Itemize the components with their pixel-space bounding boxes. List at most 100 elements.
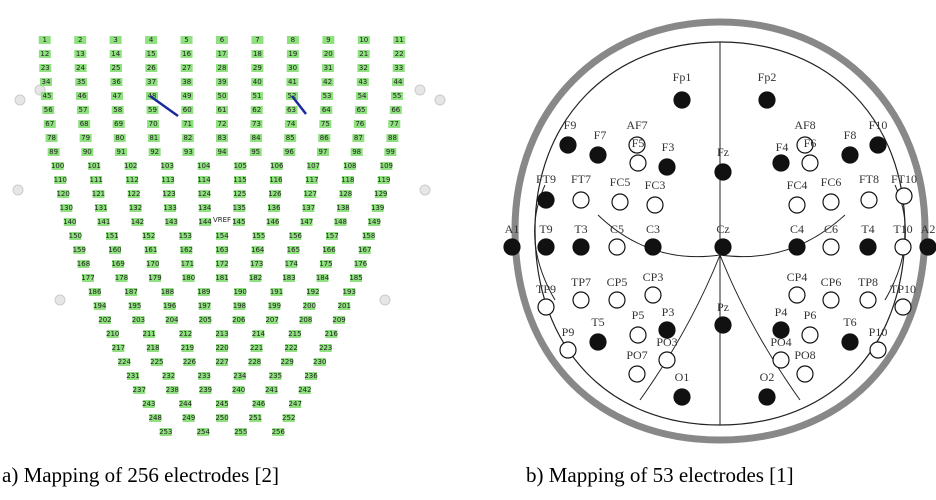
electrode-label: CP4 <box>787 270 808 284</box>
electrode-label: Cz <box>716 222 729 236</box>
electrode-label: 11 <box>395 36 404 44</box>
electrode-label: 140 <box>63 218 76 226</box>
electrode-label: 60 <box>183 106 192 114</box>
electrode-label: 142 <box>131 218 144 226</box>
electrode-label: 212 <box>179 330 192 338</box>
electrode-label: 153 <box>179 232 192 240</box>
electrode <box>802 155 818 171</box>
electrode-label: 17 <box>218 50 227 58</box>
electrode-label: 87 <box>354 134 363 142</box>
electrode-label: 8 <box>291 36 295 44</box>
electrode-label: 92 <box>150 148 159 156</box>
electrode-label: 226 <box>183 358 197 366</box>
electrode-label: 222 <box>284 344 297 352</box>
electrode-label: 21 <box>359 50 368 58</box>
electrode-label: C5 <box>610 222 624 236</box>
electrode-label: 227 <box>215 358 228 366</box>
electrode-label: CP5 <box>607 275 628 289</box>
electrode-label: 184 <box>316 274 330 282</box>
electrode-label: 79 <box>81 134 90 142</box>
electrode-label: CP3 <box>643 270 664 284</box>
electrode-label: 151 <box>105 232 118 240</box>
electrode-label: 236 <box>304 372 318 380</box>
electrode-label: 165 <box>287 246 300 254</box>
electrode-label: 83 <box>218 134 227 142</box>
electrode-label: T5 <box>591 315 604 329</box>
electrode-label: 102 <box>124 162 137 170</box>
electrode-label: Pz <box>717 300 729 314</box>
electrode-label: CP6 <box>821 275 842 289</box>
electrode-label: P9 <box>562 325 575 339</box>
electrode-label: FC6 <box>821 175 842 189</box>
electrode <box>504 239 520 255</box>
electrode-label: 183 <box>282 274 295 282</box>
electrode-label: 185 <box>349 274 362 282</box>
side-node <box>55 295 65 305</box>
electrode-label: 53 <box>323 92 332 100</box>
electrode-label: 144 <box>198 218 212 226</box>
electrode <box>823 239 839 255</box>
electrode-label: 115 <box>233 176 246 184</box>
electrode-label: 67 <box>45 120 54 128</box>
electrode-label: 54 <box>358 92 367 100</box>
electrode-label: 108 <box>343 162 356 170</box>
figure: a) Mapping of 256 electrodes [2] b) Mapp… <box>0 0 936 500</box>
electrode-label: 77 <box>390 120 399 128</box>
electrode <box>773 155 789 171</box>
electrode-label: 61 <box>218 106 227 114</box>
electrode-label: 37 <box>147 78 156 86</box>
electrode-label: 104 <box>197 162 211 170</box>
side-node <box>13 185 23 195</box>
electrode-label: 123 <box>162 190 175 198</box>
electrode-label: 118 <box>341 176 354 184</box>
electrode-label: TP9 <box>536 282 556 296</box>
electrode-label: 128 <box>339 190 352 198</box>
electrode-label: C6 <box>824 222 838 236</box>
electrode-label: 148 <box>334 218 347 226</box>
electrode <box>920 239 936 255</box>
electrode-label: PO4 <box>770 335 791 349</box>
electrode-label: 63 <box>287 106 296 114</box>
electrode-label: 33 <box>394 64 403 72</box>
electrode-label: 252 <box>282 414 295 422</box>
electrode <box>674 92 690 108</box>
electrode-label: 39 <box>218 78 227 86</box>
electrode <box>842 147 858 163</box>
electrode-label: 129 <box>374 190 387 198</box>
electrode-label: 133 <box>163 204 176 212</box>
electrode-label: 145 <box>232 218 245 226</box>
electrode-label: 24 <box>76 64 85 72</box>
electrode-label: 193 <box>343 288 356 296</box>
electrode-label: FT10 <box>891 172 917 186</box>
electrode-label: PO7 <box>626 348 647 362</box>
electrode-label: 125 <box>233 190 246 198</box>
electrode-label: 56 <box>44 106 53 114</box>
electrode <box>645 287 661 303</box>
electrode-label: 248 <box>149 414 162 422</box>
electrode <box>612 194 628 210</box>
electrode-label: FT8 <box>859 172 879 186</box>
electrode-label: 154 <box>215 232 229 240</box>
electrode-label: 30 <box>288 64 297 72</box>
electrode <box>645 239 661 255</box>
electrode-label: 167 <box>358 246 371 254</box>
electrode-label: 190 <box>233 288 246 296</box>
caption-b: b) Mapping of 53 electrodes [1] <box>526 463 794 487</box>
electrode-label: 57 <box>79 106 88 114</box>
electrode-label: 230 <box>313 358 326 366</box>
electrode-label: 197 <box>198 302 211 310</box>
electrode-label: 213 <box>215 330 228 338</box>
electrode-label: 76 <box>355 120 364 128</box>
electrode-label: 170 <box>146 260 159 268</box>
electrode-label: 147 <box>300 218 313 226</box>
electrode-label: 59 <box>148 106 157 114</box>
electrode <box>715 239 731 255</box>
electrode-label: 208 <box>299 316 312 324</box>
electrode-label: P3 <box>662 305 675 319</box>
electrode-label: 2 <box>78 36 82 44</box>
electrode-label: 112 <box>125 176 138 184</box>
electrode-label: 220 <box>215 344 228 352</box>
electrode-label: 58 <box>113 106 122 114</box>
electrode-label: 207 <box>265 316 278 324</box>
electrode-label: F6 <box>804 136 817 150</box>
